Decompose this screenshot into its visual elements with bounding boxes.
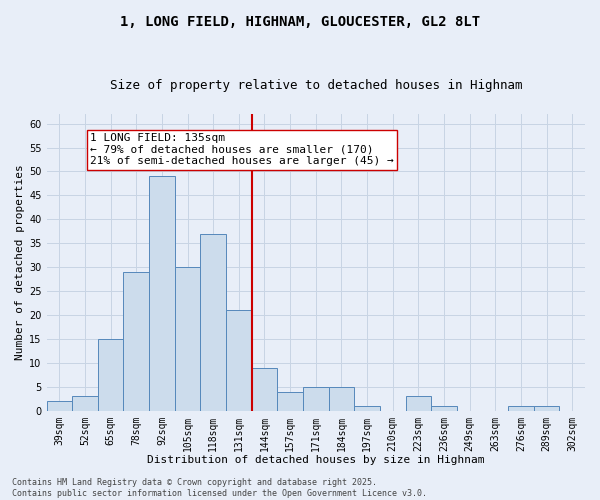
Bar — [406, 396, 431, 410]
Bar — [508, 406, 534, 410]
Title: Size of property relative to detached houses in Highnam: Size of property relative to detached ho… — [110, 79, 522, 92]
Bar — [329, 387, 354, 410]
Text: Contains HM Land Registry data © Crown copyright and database right 2025.
Contai: Contains HM Land Registry data © Crown c… — [12, 478, 427, 498]
Bar — [431, 406, 457, 410]
Bar — [149, 176, 175, 410]
Bar — [98, 339, 124, 410]
Bar — [354, 406, 380, 410]
X-axis label: Distribution of detached houses by size in Highnam: Distribution of detached houses by size … — [147, 455, 485, 465]
Y-axis label: Number of detached properties: Number of detached properties — [15, 164, 25, 360]
Text: 1 LONG FIELD: 135sqm
← 79% of detached houses are smaller (170)
21% of semi-deta: 1 LONG FIELD: 135sqm ← 79% of detached h… — [90, 133, 394, 166]
Bar — [175, 267, 200, 410]
Text: 1, LONG FIELD, HIGHNAM, GLOUCESTER, GL2 8LT: 1, LONG FIELD, HIGHNAM, GLOUCESTER, GL2 … — [120, 15, 480, 29]
Bar — [200, 234, 226, 410]
Bar — [534, 406, 559, 410]
Bar — [124, 272, 149, 410]
Bar — [226, 310, 251, 410]
Bar — [72, 396, 98, 410]
Bar — [277, 392, 303, 410]
Bar — [47, 401, 72, 410]
Bar — [303, 387, 329, 410]
Bar — [251, 368, 277, 410]
